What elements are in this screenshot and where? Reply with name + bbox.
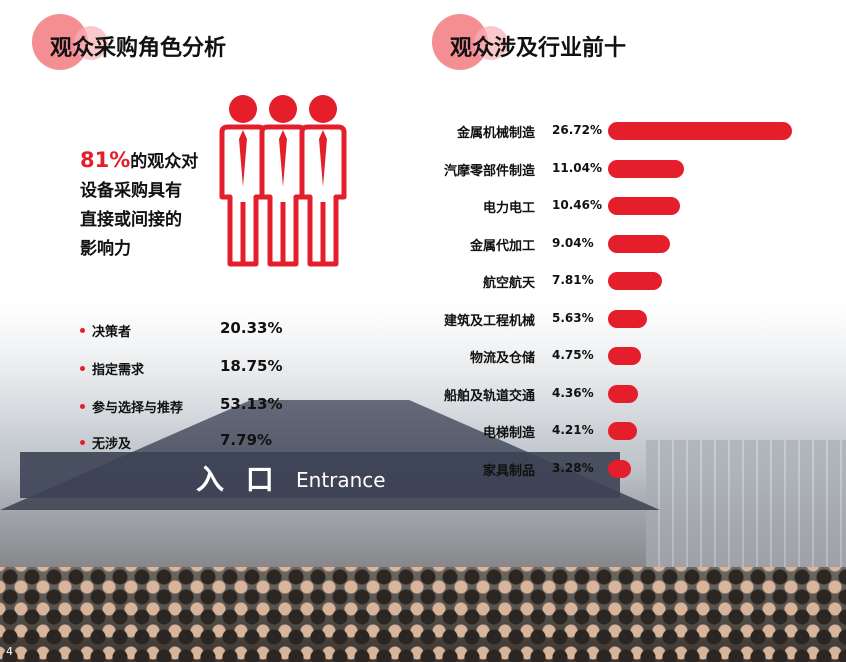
crowd — [0, 567, 846, 662]
entrance-sign-en: Entrance — [296, 468, 386, 492]
bar — [608, 422, 637, 440]
role-value: 7.79% — [220, 431, 273, 449]
role-item: 参与选择与推荐 53.13% — [80, 395, 310, 418]
bullet-icon — [80, 440, 85, 445]
people-icon — [219, 95, 347, 267]
role-item: 决策者 20.33% — [80, 319, 310, 342]
role-value: 53.13% — [220, 395, 283, 413]
page-number: 4 — [6, 645, 13, 658]
bar-category-label: 建筑及工程机械 — [443, 313, 535, 329]
role-value: 20.33% — [220, 319, 283, 337]
header-circle-decoration-small — [474, 26, 508, 60]
bar — [608, 309, 647, 328]
influence-statement: 81%的观众对 设备采购具有 直接或间接的 影响力 — [80, 146, 210, 264]
bar-category-label: 电梯制造 — [482, 426, 535, 441]
bar-category-label: 金属代加工 — [469, 238, 535, 254]
bar-category-label: 航空航天 — [482, 276, 535, 291]
bullet-icon — [80, 404, 85, 409]
bar — [608, 122, 792, 140]
bar-value-label: 4.75% — [552, 348, 594, 362]
role-value: 18.75% — [220, 357, 283, 375]
role-label: 无涉及 — [92, 437, 132, 452]
bar-category-label: 电力电工 — [482, 201, 535, 216]
bar — [608, 384, 639, 403]
industry-top10-title: 观众涉及行业前十 — [450, 36, 627, 61]
role-label: 指定需求 — [92, 363, 145, 378]
bar-category-label: 物流及仓储 — [469, 351, 535, 366]
bar-value-label: 4.21% — [552, 423, 594, 437]
entrance-banner — [20, 452, 620, 498]
bar — [608, 159, 685, 178]
background-building — [646, 440, 846, 580]
bar-value-label: 9.04% — [552, 235, 594, 250]
industry-bar-chart: 金属机械制造 26.72% 汽摩零部件制造 11.04% 电力电工 10.46% 金属代加工… — [420, 112, 840, 482]
bar-category-label: 汽摩零部件制造 — [443, 163, 535, 179]
statement-line: 的观众对 — [130, 152, 199, 172]
purchase-role-title: 观众采购角色分析 — [50, 36, 227, 61]
role-item: 指定需求 18.75% — [80, 357, 310, 380]
bar-value-label: 26.72% — [552, 123, 602, 137]
bar — [608, 234, 671, 253]
bar — [608, 459, 631, 478]
bar — [608, 347, 641, 365]
bar-value-label: 7.81% — [552, 273, 594, 287]
bullet-icon — [80, 328, 85, 333]
bar-value-label: 3.28% — [552, 460, 594, 475]
role-label: 参与选择与推荐 — [92, 401, 184, 416]
bullet-icon — [80, 366, 85, 371]
bar-category-label: 船舶及轨道交通 — [443, 388, 535, 404]
statement-line: 影响力 — [80, 239, 131, 259]
statement-line: 设备采购具有 — [80, 181, 182, 201]
bar-value-label: 11.04% — [552, 160, 602, 175]
bar-value-label: 4.36% — [552, 385, 594, 400]
bar — [608, 272, 662, 290]
bar — [608, 197, 681, 215]
header-circle-decoration-small — [74, 26, 108, 60]
entrance-sign-cn: 入 口 — [196, 463, 280, 496]
role-label: 决策者 — [92, 325, 132, 340]
statement-line: 直接或间接的 — [80, 210, 182, 230]
bar-category-label: 金属机械制造 — [456, 126, 535, 141]
bar-value-label: 5.63% — [552, 310, 594, 325]
role-item: 无涉及 7.79% — [80, 431, 310, 454]
bar-category-label: 家具制品 — [482, 463, 535, 479]
influence-percent: 81% — [80, 148, 131, 172]
bar-value-label: 10.46% — [552, 198, 602, 212]
